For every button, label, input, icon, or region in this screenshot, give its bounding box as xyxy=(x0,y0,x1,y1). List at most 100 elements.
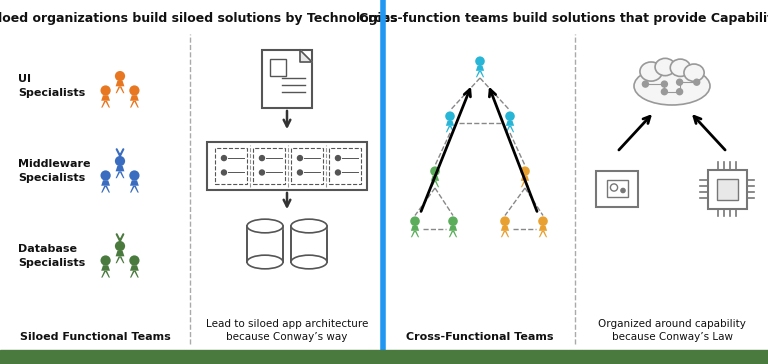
Polygon shape xyxy=(116,171,124,178)
Bar xyxy=(717,178,737,199)
Polygon shape xyxy=(101,95,110,101)
Polygon shape xyxy=(247,222,283,229)
Circle shape xyxy=(611,184,617,191)
Ellipse shape xyxy=(640,62,662,81)
Bar xyxy=(707,170,746,209)
Polygon shape xyxy=(101,265,110,271)
Circle shape xyxy=(336,170,340,175)
Bar xyxy=(329,148,361,184)
Circle shape xyxy=(101,256,111,266)
Polygon shape xyxy=(130,101,139,108)
Bar xyxy=(0,350,768,364)
Circle shape xyxy=(336,155,340,161)
Polygon shape xyxy=(476,66,484,71)
Polygon shape xyxy=(431,181,439,187)
Circle shape xyxy=(129,170,140,181)
Circle shape xyxy=(129,86,140,96)
Circle shape xyxy=(260,155,264,161)
Bar xyxy=(607,180,627,197)
Polygon shape xyxy=(130,180,139,186)
Polygon shape xyxy=(116,251,124,256)
Polygon shape xyxy=(101,180,110,186)
Circle shape xyxy=(115,156,125,166)
Text: Siloed Functional Teams: Siloed Functional Teams xyxy=(20,332,170,342)
Circle shape xyxy=(221,170,227,175)
Polygon shape xyxy=(101,101,110,108)
Polygon shape xyxy=(539,231,547,237)
Circle shape xyxy=(115,241,125,251)
Text: Organized around capability
because Conway’s Law: Organized around capability because Conw… xyxy=(598,319,746,342)
Circle shape xyxy=(430,166,440,176)
Circle shape xyxy=(221,155,227,161)
Polygon shape xyxy=(411,231,419,237)
Polygon shape xyxy=(101,186,110,193)
Circle shape xyxy=(445,111,455,121)
Text: Siloed organizations build siloed solutions by Technologies: Siloed organizations build siloed soluti… xyxy=(0,12,397,25)
Circle shape xyxy=(661,81,667,87)
Bar xyxy=(207,142,367,190)
Text: Middleware
Specialists: Middleware Specialists xyxy=(18,159,91,183)
Polygon shape xyxy=(449,231,457,237)
Polygon shape xyxy=(291,222,327,229)
Bar xyxy=(291,148,323,184)
Polygon shape xyxy=(130,271,139,278)
Circle shape xyxy=(538,217,548,226)
Polygon shape xyxy=(116,166,124,171)
Text: Cross-Functional Teams: Cross-Functional Teams xyxy=(406,332,554,342)
Bar xyxy=(596,171,638,207)
Bar xyxy=(253,148,285,184)
Circle shape xyxy=(449,217,458,226)
Circle shape xyxy=(297,170,303,175)
Polygon shape xyxy=(446,121,454,126)
Polygon shape xyxy=(411,226,419,231)
Text: Lead to siloed app architecture
because Conway’s way: Lead to siloed app architecture because … xyxy=(206,319,368,342)
Circle shape xyxy=(297,155,303,161)
Bar xyxy=(247,226,283,262)
Circle shape xyxy=(621,189,625,193)
Polygon shape xyxy=(521,176,529,181)
Circle shape xyxy=(129,256,140,266)
Circle shape xyxy=(642,81,648,87)
Polygon shape xyxy=(300,50,312,62)
Polygon shape xyxy=(539,226,547,231)
Bar xyxy=(215,148,247,184)
Bar xyxy=(270,59,286,76)
Ellipse shape xyxy=(247,219,283,233)
Circle shape xyxy=(661,89,667,95)
Circle shape xyxy=(101,170,111,181)
Polygon shape xyxy=(501,231,509,237)
Polygon shape xyxy=(521,181,529,187)
Polygon shape xyxy=(116,81,124,86)
Circle shape xyxy=(500,217,510,226)
Ellipse shape xyxy=(247,255,283,269)
Circle shape xyxy=(260,170,264,175)
Polygon shape xyxy=(506,126,514,132)
Circle shape xyxy=(475,56,485,66)
Polygon shape xyxy=(431,176,439,181)
Ellipse shape xyxy=(291,255,327,269)
Ellipse shape xyxy=(684,64,704,82)
Polygon shape xyxy=(446,126,454,132)
Text: Database
Specialists: Database Specialists xyxy=(18,244,85,268)
Ellipse shape xyxy=(670,59,690,76)
Polygon shape xyxy=(449,226,457,231)
Polygon shape xyxy=(116,256,124,263)
Polygon shape xyxy=(130,186,139,193)
Polygon shape xyxy=(130,265,139,271)
Circle shape xyxy=(694,79,700,85)
Ellipse shape xyxy=(634,67,710,105)
Polygon shape xyxy=(476,71,484,77)
Polygon shape xyxy=(501,226,509,231)
Circle shape xyxy=(677,89,683,95)
Circle shape xyxy=(520,166,530,176)
Circle shape xyxy=(115,71,125,81)
Polygon shape xyxy=(506,121,514,126)
FancyBboxPatch shape xyxy=(262,50,312,108)
Polygon shape xyxy=(130,95,139,101)
Circle shape xyxy=(677,79,683,85)
Ellipse shape xyxy=(291,219,327,233)
Circle shape xyxy=(410,217,420,226)
Ellipse shape xyxy=(655,58,675,76)
Circle shape xyxy=(101,86,111,96)
Circle shape xyxy=(505,111,515,121)
